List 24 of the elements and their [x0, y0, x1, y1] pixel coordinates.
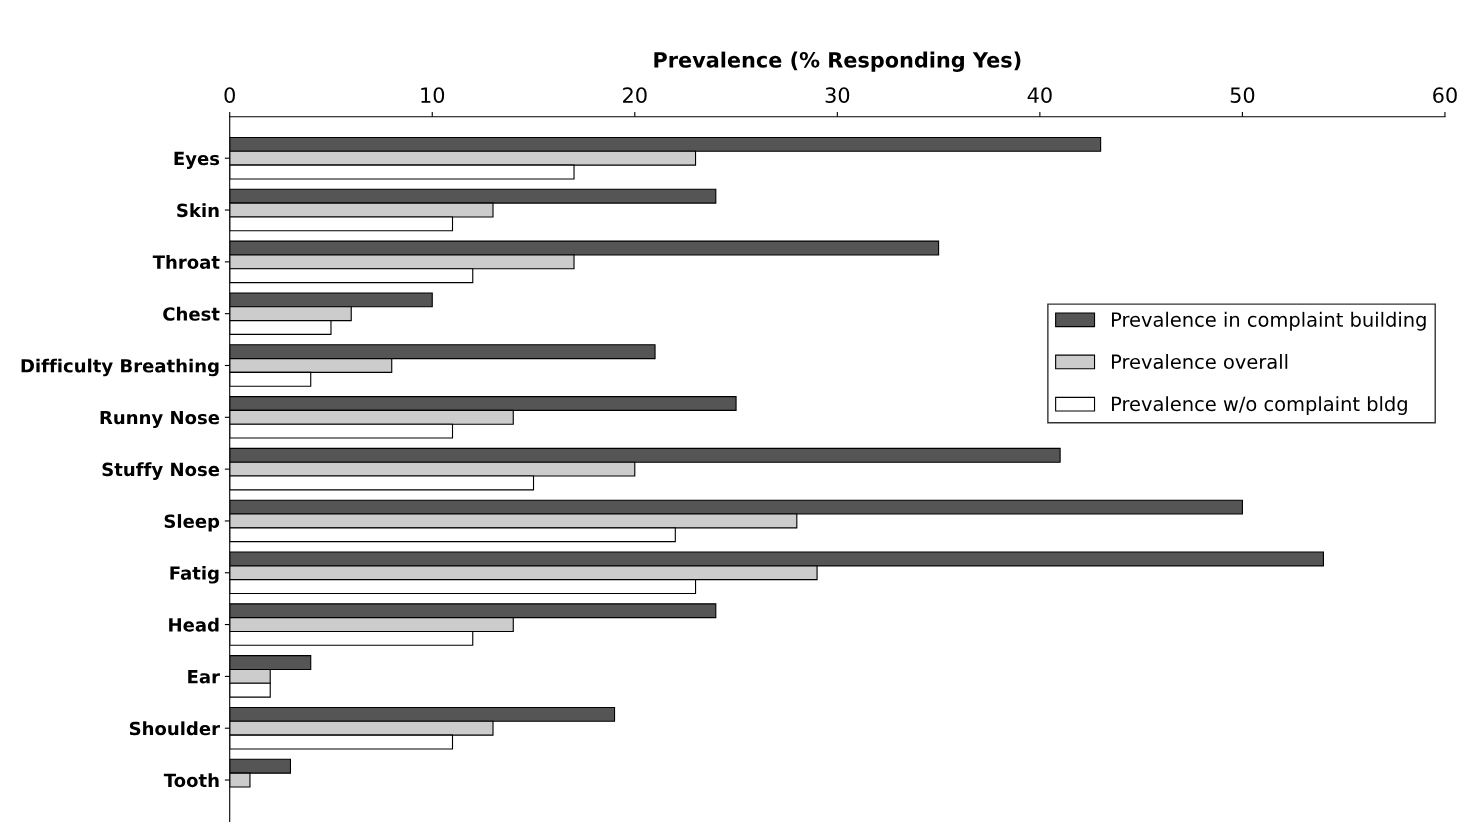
y-tick-label: Eyes: [174, 151, 220, 169]
x-tick-label: 0: [224, 87, 235, 103]
x-tick-label: 10: [421, 87, 445, 103]
x-tick-label: 30: [825, 87, 850, 103]
y-tick-label: Throat: [152, 254, 220, 269]
y-tick-label: Stuffy Nose: [102, 462, 220, 480]
y-tick-label: Sleep: [164, 514, 220, 532]
y-tick-label: Skin: [177, 203, 219, 218]
legend-label: Prevalence in complaint building: [1112, 311, 1426, 331]
y-tick-label: Runny Nose: [100, 410, 220, 428]
y-tick-label: Tooth: [163, 773, 219, 788]
x-tick-label: 60: [1433, 87, 1457, 103]
y-tick-label: Ear: [188, 670, 220, 684]
x-tick-label: 20: [623, 87, 647, 103]
y-tick-label: Fatig: [170, 565, 219, 584]
y-tick-label: Shoulder: [129, 721, 220, 736]
legend-label: Prevalence w/o complaint bldg: [1112, 396, 1407, 415]
y-tick-label: Head: [169, 617, 219, 632]
x-tick-label: 40: [1027, 87, 1052, 103]
y-tick-label: Chest: [163, 306, 220, 321]
x-axis-title: Prevalence (% Responding Yes): [654, 51, 1021, 72]
legend-label: Prevalence overall: [1112, 354, 1288, 370]
y-tick-label: Difficulty Breathing: [21, 358, 219, 377]
x-tick-label: 50: [1230, 87, 1255, 103]
